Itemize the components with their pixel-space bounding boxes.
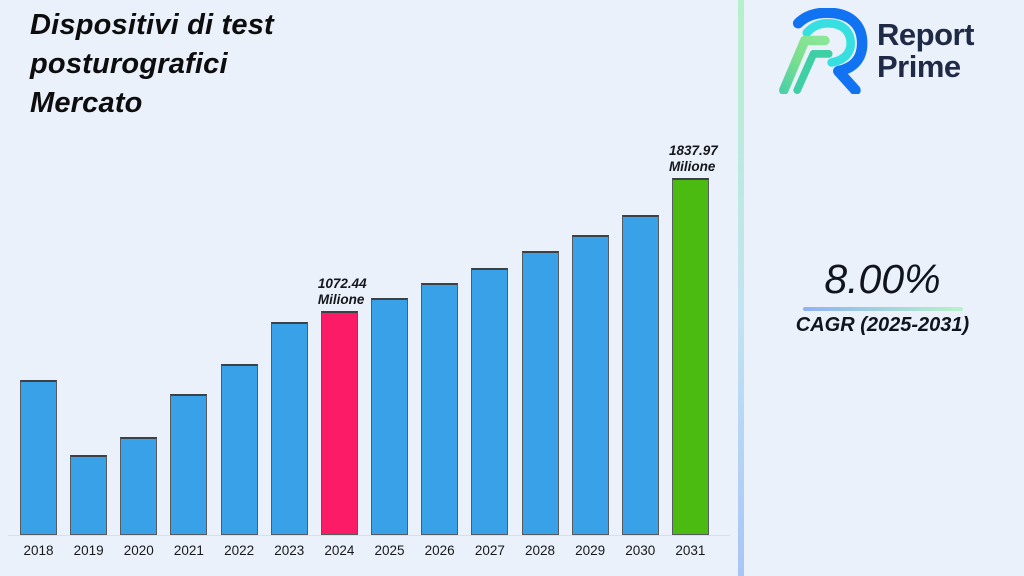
- cagr-underline: [803, 307, 963, 311]
- bar-2024: [320, 311, 358, 535]
- bar-2022: [220, 364, 258, 535]
- x-tick-2025: 2025: [374, 543, 405, 558]
- bar-2029: [571, 235, 609, 535]
- x-tick-2028: 2028: [524, 543, 556, 558]
- bar-2019: [70, 455, 108, 535]
- data-label-2024: 1072.44 Milione: [317, 276, 367, 307]
- report-prime-logo-icon: [779, 8, 868, 94]
- bar-2018: [20, 380, 57, 535]
- x-tick-2024: 2024: [324, 543, 355, 558]
- bar-2028: [521, 251, 559, 535]
- x-axis-baseline: [8, 535, 730, 536]
- panel-divider: [738, 0, 744, 576]
- x-tick-2022: 2022: [224, 543, 255, 558]
- bar-2020: [120, 437, 158, 535]
- bar-2030: [621, 215, 659, 535]
- cagr-label: CAGR (2025-2031): [795, 314, 970, 336]
- bar-2031: [671, 178, 709, 535]
- x-tick-2027: 2027: [474, 543, 505, 558]
- x-tick-2018: 2018: [23, 543, 54, 558]
- brand-line-prime: Prime: [877, 49, 961, 84]
- market-bar-chart: 2018 2019 2020 2021 2022 2023 2024 2025 2026 2027…: [8, 143, 730, 558]
- x-tick-2030: 2030: [625, 543, 656, 558]
- x-tick-2023: 2023: [274, 543, 305, 558]
- bar-2025: [371, 298, 409, 535]
- page-title: Dispositivi di test posturografici Merca…: [30, 9, 274, 119]
- brand-wordmark: Report Prime: [877, 19, 974, 83]
- bar-2021: [170, 394, 208, 535]
- data-label-2031: 1837.97 Milione: [668, 143, 718, 174]
- brand-line-report: Report: [877, 17, 974, 52]
- x-tick-2031: 2031: [675, 543, 706, 558]
- bar-2026: [421, 283, 459, 535]
- brand-logo: Report Prime: [778, 8, 974, 94]
- bar-2027: [471, 268, 509, 535]
- x-tick-2020: 2020: [123, 543, 154, 558]
- x-tick-2019: 2019: [73, 543, 104, 558]
- x-tick-2021: 2021: [173, 543, 204, 558]
- x-tick-2029: 2029: [575, 543, 606, 558]
- x-tick-2026: 2026: [424, 543, 455, 558]
- cagr-value: 8.00%: [824, 256, 941, 302]
- bar-2023: [270, 322, 308, 535]
